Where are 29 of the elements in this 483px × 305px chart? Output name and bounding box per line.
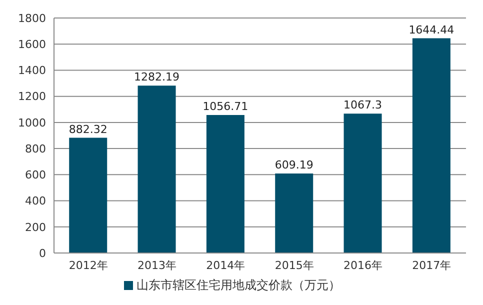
data-label: 1067.3 [344, 98, 382, 112]
data-label: 1644.44 [408, 23, 454, 36]
bar [69, 138, 108, 253]
data-label: 1056.71 [202, 100, 248, 114]
data-label: 1282.19 [134, 70, 180, 84]
y-tick-label: 1600 [18, 38, 46, 52]
y-tick-label: 800 [25, 142, 46, 156]
y-tick-label: 1800 [18, 12, 46, 25]
x-tick-label: 2016年 [344, 258, 382, 272]
x-tick-label: 2012年 [68, 258, 108, 272]
bar [275, 173, 314, 253]
y-tick-label: 200 [25, 220, 46, 234]
y-tick-label: 600 [25, 168, 46, 182]
y-tick-label: 1000 [18, 116, 46, 130]
bar [138, 86, 176, 253]
data-label: 609.19 [274, 158, 314, 172]
data-label: 882.32 [68, 122, 108, 136]
y-tick-label: 1400 [18, 64, 46, 78]
x-tick-label: 2017年 [412, 258, 452, 272]
bar [412, 38, 450, 253]
y-tick-label: 1200 [18, 90, 46, 104]
legend-label: 山东市辖区住宅用地成交价款（万元） [136, 278, 340, 292]
y-tick-label: 0 [39, 246, 46, 260]
y-tick-label: 400 [25, 194, 46, 208]
x-tick-label: 2014年 [206, 258, 246, 272]
x-tick-label: 2013年 [138, 258, 176, 272]
bar [344, 114, 382, 253]
bar [206, 115, 244, 253]
x-tick-label: 2015年 [274, 258, 314, 272]
